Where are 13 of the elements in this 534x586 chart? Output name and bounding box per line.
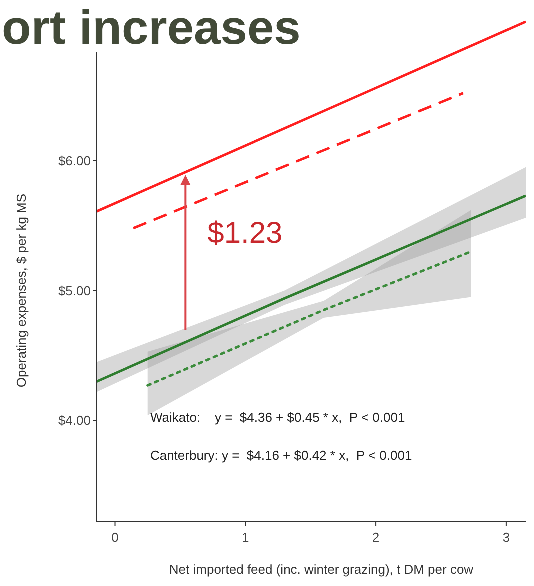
annotation: $1.23 [208,216,283,250]
y-tick-label: $5.00 [58,283,91,298]
y-axis-title: Operating expenses, $ per kg MS [14,194,29,388]
x-tick-label: 0 [112,530,119,545]
x-tick-label: 2 [372,530,380,545]
x-axis-title: Net imported feed (inc. winter grazing), t DM per cow [169,562,474,577]
y-tick-label: $6.00 [58,153,91,168]
x-tick-label: 1 [242,530,250,545]
x-tick-label: 3 [502,530,510,545]
y-tick-label: $4.00 [58,413,91,428]
chart-title: ort increases [2,2,301,55]
annotation: Waikato: y = $4.36 + $0.45 * x, P < 0.001 [150,410,406,425]
annotation: Canterbury: y = $4.16 + $0.42 * x, P < 0.001 [150,448,412,463]
